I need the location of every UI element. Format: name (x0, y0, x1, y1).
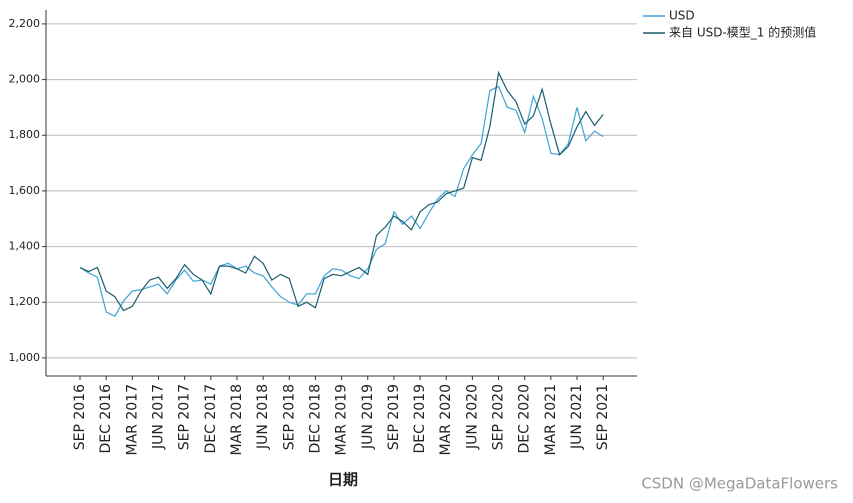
x-tick-label: MAR 2019 (334, 384, 350, 455)
x-tick-label: SEP 2019 (386, 384, 402, 450)
x-tick-label: MAR 2020 (438, 384, 454, 455)
y-tick-label: 2,200 (9, 17, 41, 30)
x-axis-title: 日期 (328, 471, 358, 489)
x-tick-label: JUN 2017 (150, 384, 166, 450)
series-line (79, 85, 604, 317)
x-tick-label: MAR 2021 (543, 384, 559, 455)
y-tick-label: 1,400 (9, 240, 41, 253)
legend-label: 来自 USD-模型_1 的预测值 (669, 25, 816, 40)
x-tick-label: DEC 2016 (98, 384, 114, 454)
x-tick-label: DEC 2018 (307, 384, 323, 453)
x-tick-label: SEP 2016 (72, 384, 88, 450)
y-tick-label: 1,800 (9, 128, 41, 141)
x-tick-label: DEC 2017 (203, 384, 219, 453)
x-tick-label: SEP 2021 (595, 384, 611, 450)
x-tick-label: MAR 2017 (124, 384, 140, 455)
y-tick-label: 2,000 (9, 73, 41, 86)
x-tick-label: DEC 2020 (517, 384, 533, 453)
x-tick-label: JUN 2020 (464, 384, 480, 450)
x-tick-label: JUN 2019 (360, 384, 376, 450)
x-tick-label: SEP 2017 (177, 384, 193, 450)
x-tick-label: JUN 2018 (255, 384, 271, 450)
x-tick-label: JUN 2021 (569, 384, 585, 450)
x-tick-label: DEC 2019 (412, 384, 428, 453)
y-tick-label: 1,200 (9, 295, 41, 308)
x-tick-label: SEP 2018 (281, 384, 297, 450)
watermark: CSDN @MegaDataFlowers (641, 475, 838, 493)
x-tick-label: MAR 2018 (229, 384, 245, 455)
x-tick-label: SEP 2020 (491, 384, 507, 450)
y-tick-label: 1,000 (9, 351, 41, 364)
legend-label: USD (669, 9, 695, 23)
series-line (79, 70, 604, 312)
y-tick-label: 1,600 (9, 184, 41, 197)
